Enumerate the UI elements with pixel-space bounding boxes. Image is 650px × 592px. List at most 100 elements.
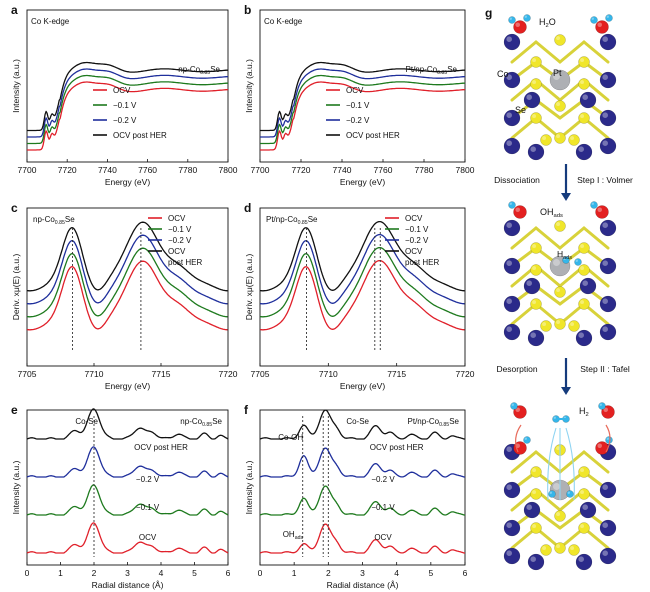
co-atom: [579, 277, 597, 295]
se-atom: [530, 466, 542, 478]
se-atom: [578, 298, 590, 310]
y-axis-label: Deriv. xμ(E) (a.u.): [11, 254, 21, 321]
series-line: [259, 246, 465, 318]
se-atom: [568, 544, 580, 556]
series-line: [260, 68, 466, 138]
co-atom: [503, 257, 521, 275]
atom-highlight: [506, 74, 512, 80]
h-atom: [566, 490, 574, 498]
co-atom: [579, 91, 597, 109]
atom-highlight: [515, 207, 520, 213]
h-atom: [605, 14, 613, 22]
legend-label: −0.2 V: [113, 116, 137, 125]
co-atom: [599, 33, 617, 51]
y-axis-label: Intensity (a.u.): [11, 59, 21, 113]
atom-highlight: [515, 22, 520, 27]
atom-highlight: [506, 36, 512, 42]
atom-highlight: [532, 266, 536, 271]
x-tick-label: 7700: [18, 165, 37, 175]
x-tick-label: 7780: [415, 165, 434, 175]
o-atom: [601, 405, 615, 419]
atom-highlight: [509, 202, 512, 205]
series-line: [26, 260, 228, 331]
co-atom: [579, 501, 597, 519]
curve-label: −0.1 V: [136, 503, 160, 512]
co-atom: [599, 219, 617, 237]
atom-highlight: [567, 491, 571, 494]
series-line: [259, 485, 465, 516]
panel-letter: g: [485, 6, 492, 20]
atom-highlight: [599, 403, 603, 406]
curve-label: OCV: [139, 533, 157, 542]
plot-frame: [26, 409, 229, 566]
atom-highlight: [570, 136, 574, 140]
h-atom: [508, 16, 516, 24]
se-atom: [530, 298, 542, 310]
series-line: [259, 409, 465, 440]
legend-label: post HER: [405, 258, 439, 267]
o-atom: [595, 20, 609, 34]
atom-highlight: [530, 556, 536, 562]
atom-highlight: [603, 407, 608, 412]
atom-highlight: [570, 546, 574, 550]
atom-highlight: [532, 468, 536, 473]
transfer-arrow: [605, 424, 611, 453]
atom-highlight: [580, 266, 584, 271]
co-atom: [527, 143, 545, 161]
panel-letter: b: [244, 3, 251, 17]
se-atom: [530, 56, 542, 68]
se-label: Se: [515, 105, 526, 115]
legend-label: OCV: [168, 214, 186, 223]
series-line: [27, 68, 229, 138]
atom-highlight: [556, 512, 560, 516]
atom-highlight: [606, 437, 610, 440]
legend-label: OCV: [405, 214, 423, 223]
atom-highlight: [532, 490, 536, 495]
atom-highlight: [556, 134, 560, 138]
x-tick-label: 1: [292, 568, 297, 578]
step2-right-label: Step II : Tafel: [580, 364, 630, 374]
step-arrowhead: [561, 193, 571, 201]
atom-highlight: [526, 504, 532, 511]
se-atom: [554, 220, 566, 232]
x-tick-label: 7800: [456, 165, 475, 175]
x-tick-label: 1: [58, 568, 63, 578]
panel-letter: f: [244, 403, 249, 417]
se-atom: [554, 34, 566, 46]
atom-highlight: [506, 140, 512, 146]
se-atom: [568, 134, 580, 146]
atom-highlight: [606, 15, 610, 18]
h-atom: [598, 402, 606, 410]
atom-highlight: [580, 244, 584, 248]
atom-highlight: [602, 298, 608, 305]
atom-highlight: [530, 332, 536, 339]
bond: [558, 508, 586, 530]
atom-highlight: [553, 259, 560, 266]
x-tick-label: 6: [226, 568, 231, 578]
plot-frame: [259, 9, 466, 163]
plot-frame: [26, 207, 229, 367]
se-atom: [578, 264, 590, 276]
atom-highlight: [556, 222, 560, 226]
x-tick-label: 7715: [387, 369, 406, 379]
series-line: [27, 81, 229, 151]
structure-desorbed: [503, 402, 617, 571]
bond: [582, 40, 610, 64]
h-atom: [523, 436, 531, 444]
co-atom: [527, 329, 545, 347]
x-tick-label: 7710: [85, 369, 104, 379]
series-line: [27, 61, 229, 132]
x-axis-label: Radial distance (Å): [327, 580, 399, 590]
atom-highlight: [582, 280, 588, 287]
atom-highlight: [532, 58, 536, 62]
co-atom: [599, 109, 617, 127]
legend-label: −0.1 V: [113, 101, 137, 110]
atom-highlight: [532, 244, 536, 248]
x-tick-label: 7720: [292, 165, 311, 175]
legend-label: OCV post HER: [113, 131, 167, 140]
co-atom: [575, 143, 593, 161]
co-atom: [575, 553, 593, 571]
co-atom: [527, 553, 545, 571]
bond: [534, 508, 562, 530]
